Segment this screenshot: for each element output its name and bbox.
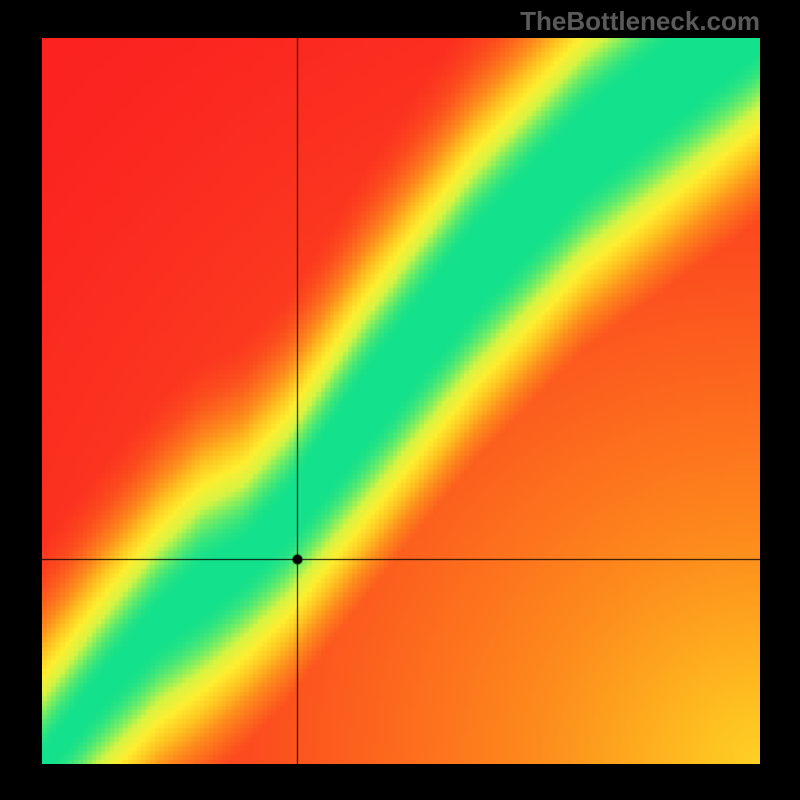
bottleneck-heatmap [42, 38, 760, 764]
chart-container: TheBottleneck.com [0, 0, 800, 800]
watermark-text: TheBottleneck.com [520, 6, 760, 37]
